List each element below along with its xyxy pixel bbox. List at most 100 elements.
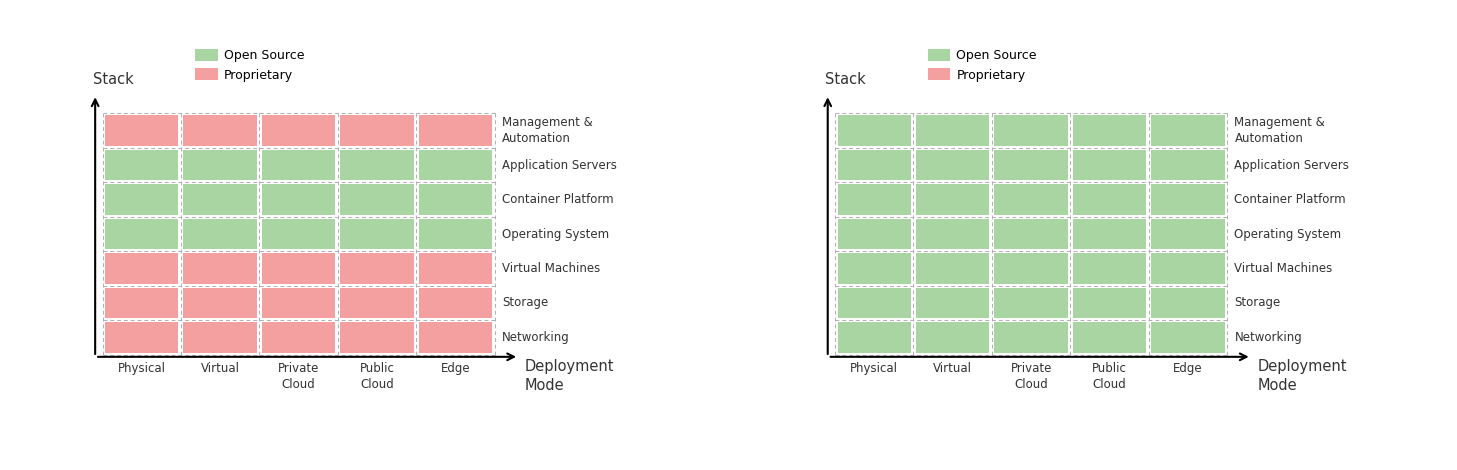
Bar bbox=[339, 116, 414, 146]
Bar bbox=[184, 184, 256, 215]
Bar bbox=[916, 253, 989, 283]
Text: Deployment
Mode: Deployment Mode bbox=[525, 359, 615, 392]
Bar bbox=[105, 116, 178, 146]
Text: Stack: Stack bbox=[93, 72, 134, 87]
Bar bbox=[838, 253, 911, 283]
Bar bbox=[916, 184, 989, 215]
Bar bbox=[994, 184, 1068, 215]
Text: Virtual: Virtual bbox=[201, 362, 239, 375]
Legend: Open Source, Proprietary: Open Source, Proprietary bbox=[922, 44, 1042, 86]
Bar bbox=[418, 288, 492, 318]
Bar bbox=[262, 288, 335, 318]
Bar bbox=[1151, 184, 1225, 215]
Bar bbox=[339, 150, 414, 180]
Text: Networking: Networking bbox=[501, 331, 570, 344]
Legend: Open Source, Proprietary: Open Source, Proprietary bbox=[189, 44, 309, 86]
Text: Public
Cloud: Public Cloud bbox=[360, 362, 395, 392]
Bar bbox=[105, 184, 178, 215]
Text: Deployment
Mode: Deployment Mode bbox=[1257, 359, 1346, 392]
Bar bbox=[994, 150, 1068, 180]
Bar bbox=[184, 288, 256, 318]
Bar bbox=[339, 288, 414, 318]
Text: Private
Cloud: Private Cloud bbox=[1010, 362, 1052, 392]
Bar bbox=[916, 150, 989, 180]
Text: Application Servers: Application Servers bbox=[501, 158, 616, 172]
Text: Edge: Edge bbox=[1173, 362, 1202, 375]
Bar bbox=[262, 219, 335, 249]
Text: Private
Cloud: Private Cloud bbox=[278, 362, 319, 392]
Text: Storage: Storage bbox=[501, 297, 548, 309]
Bar bbox=[418, 184, 492, 215]
Text: Virtual Machines: Virtual Machines bbox=[1234, 262, 1333, 275]
Bar bbox=[184, 322, 256, 352]
Text: Virtual: Virtual bbox=[932, 362, 972, 375]
Bar bbox=[1151, 116, 1225, 146]
Bar bbox=[339, 184, 414, 215]
Bar bbox=[184, 150, 256, 180]
Bar bbox=[339, 253, 414, 283]
Text: Application Servers: Application Servers bbox=[1234, 158, 1349, 172]
Text: Storage: Storage bbox=[1234, 297, 1281, 309]
Bar bbox=[994, 288, 1068, 318]
Bar bbox=[418, 219, 492, 249]
Bar bbox=[184, 116, 256, 146]
Bar bbox=[418, 253, 492, 283]
Bar bbox=[838, 288, 911, 318]
Bar bbox=[838, 184, 911, 215]
Text: Container Platform: Container Platform bbox=[1234, 193, 1346, 206]
Bar bbox=[184, 253, 256, 283]
Bar bbox=[262, 116, 335, 146]
Bar bbox=[262, 322, 335, 352]
Bar bbox=[916, 116, 989, 146]
Bar bbox=[105, 253, 178, 283]
Bar bbox=[994, 253, 1068, 283]
Text: Networking: Networking bbox=[1234, 331, 1303, 344]
Text: Public
Cloud: Public Cloud bbox=[1093, 362, 1126, 392]
Bar bbox=[838, 116, 911, 146]
Text: Operating System: Operating System bbox=[501, 227, 609, 241]
Bar bbox=[262, 253, 335, 283]
Bar bbox=[418, 322, 492, 352]
Bar bbox=[1151, 288, 1225, 318]
Bar bbox=[1151, 253, 1225, 283]
Bar bbox=[418, 150, 492, 180]
Bar bbox=[1072, 150, 1147, 180]
Text: Stack: Stack bbox=[825, 72, 865, 87]
Bar bbox=[105, 288, 178, 318]
Text: Operating System: Operating System bbox=[1234, 227, 1342, 241]
Bar bbox=[916, 288, 989, 318]
Bar bbox=[1072, 184, 1147, 215]
Bar bbox=[1151, 150, 1225, 180]
Bar bbox=[418, 116, 492, 146]
Bar bbox=[262, 184, 335, 215]
Text: Physical: Physical bbox=[851, 362, 899, 375]
Bar bbox=[105, 150, 178, 180]
Bar bbox=[838, 322, 911, 352]
Bar bbox=[1072, 322, 1147, 352]
Bar bbox=[838, 150, 911, 180]
Bar bbox=[1072, 253, 1147, 283]
Bar bbox=[1072, 219, 1147, 249]
Bar bbox=[916, 322, 989, 352]
Bar bbox=[916, 219, 989, 249]
Bar bbox=[1072, 116, 1147, 146]
Bar bbox=[105, 322, 178, 352]
Bar bbox=[339, 219, 414, 249]
Bar bbox=[994, 322, 1068, 352]
Bar bbox=[994, 219, 1068, 249]
Bar bbox=[184, 219, 256, 249]
Text: Management &
Automation: Management & Automation bbox=[1234, 116, 1326, 145]
Bar bbox=[105, 219, 178, 249]
Bar bbox=[1151, 322, 1225, 352]
Text: Edge: Edge bbox=[440, 362, 471, 375]
Bar bbox=[339, 322, 414, 352]
Text: Container Platform: Container Platform bbox=[501, 193, 613, 206]
Text: Management &
Automation: Management & Automation bbox=[501, 116, 593, 145]
Bar bbox=[262, 150, 335, 180]
Bar bbox=[994, 116, 1068, 146]
Bar bbox=[1151, 219, 1225, 249]
Text: Virtual Machines: Virtual Machines bbox=[501, 262, 600, 275]
Bar bbox=[838, 219, 911, 249]
Text: Physical: Physical bbox=[118, 362, 166, 375]
Bar bbox=[1072, 288, 1147, 318]
